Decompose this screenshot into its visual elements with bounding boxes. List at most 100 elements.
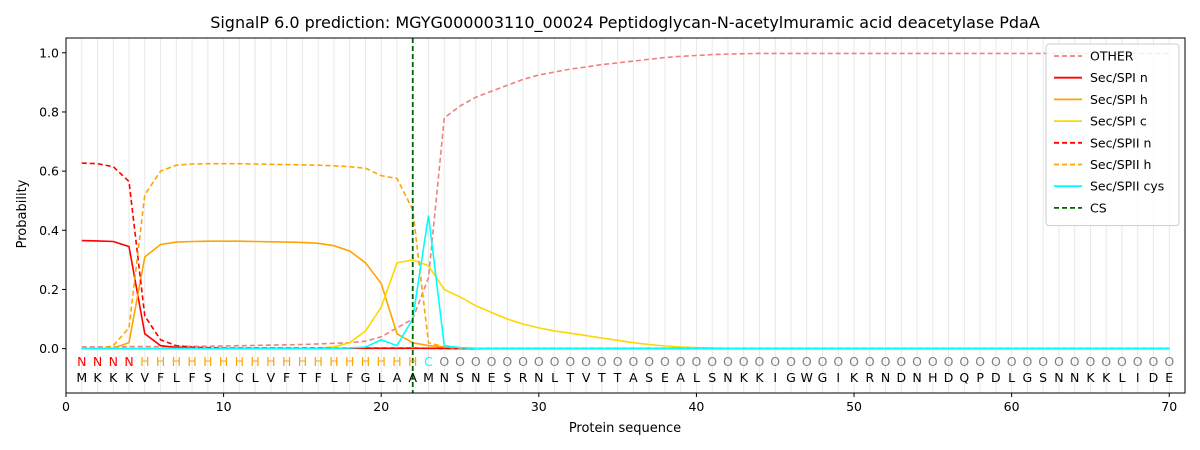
residue-label: K <box>740 370 749 385</box>
residue-label: A <box>408 370 417 385</box>
region-label: H <box>345 354 354 369</box>
residue-label: C <box>235 370 244 385</box>
y-tick-label: 0.2 <box>39 282 59 297</box>
chart-title: SignalP 6.0 prediction: MGYG000003110_00… <box>210 13 1040 33</box>
region-label: H <box>377 354 386 369</box>
residue-label: D <box>944 370 954 385</box>
x-tick-label: 40 <box>688 399 704 414</box>
y-axis: 0.0 0.2 0.4 0.6 0.8 1.0 <box>39 45 66 356</box>
legend-label: Sec/SPII h <box>1090 157 1151 172</box>
residue-label: F <box>157 370 164 385</box>
legend: OTHER Sec/SPI n Sec/SPI h Sec/SPI c Sec/SPII… <box>1045 43 1180 227</box>
residue-label: N <box>723 370 732 385</box>
x-tick-label: 10 <box>216 399 232 414</box>
region-label: O <box>1070 354 1080 369</box>
y-tick-label: 0.8 <box>39 104 59 119</box>
sequence-layer: NMNKNKNKHVHFHLHFHSHIHCHLHVHFHTHFHLHFHGHL… <box>76 354 1174 385</box>
y-axis-label: Probability <box>15 179 30 248</box>
residue-label: N <box>1054 370 1063 385</box>
region-label: O <box>518 354 528 369</box>
residue-label: L <box>252 370 259 385</box>
region-label: N <box>109 354 118 369</box>
region-label: O <box>1164 354 1174 369</box>
residue-label: I <box>773 370 777 385</box>
residue-label: L <box>551 370 558 385</box>
region-label: H <box>156 354 165 369</box>
residue-label: N <box>881 370 890 385</box>
region-label: O <box>865 354 875 369</box>
residue-label: V <box>582 370 591 385</box>
residue-label: M <box>76 370 87 385</box>
x-tick-label: 20 <box>373 399 389 414</box>
residue-label: L <box>330 370 337 385</box>
residue-label: L <box>1118 370 1125 385</box>
residue-label: S <box>1039 370 1047 385</box>
residue-label: L <box>693 370 700 385</box>
series-line-other <box>81 52 1170 348</box>
residue-label: H <box>928 370 937 385</box>
grid-layer <box>81 38 1170 393</box>
region-label: C <box>424 354 433 369</box>
residue-label: F <box>283 370 290 385</box>
region-label: H <box>203 354 212 369</box>
residue-label: K <box>850 370 859 385</box>
region-label: O <box>881 354 891 369</box>
region-label: O <box>455 354 465 369</box>
residue-label: G <box>1023 370 1033 385</box>
region-label: N <box>124 354 133 369</box>
residue-label: G <box>361 370 371 385</box>
region-label: H <box>266 354 275 369</box>
region-label: O <box>849 354 859 369</box>
residue-label: S <box>204 370 212 385</box>
region-label: O <box>1038 354 1048 369</box>
region-label: O <box>534 354 544 369</box>
residue-label: D <box>991 370 1001 385</box>
region-label: O <box>739 354 749 369</box>
residue-label: P <box>976 370 984 385</box>
region-label: H <box>361 354 370 369</box>
region-label: H <box>313 354 322 369</box>
residue-label: K <box>1102 370 1111 385</box>
region-label: O <box>1117 354 1127 369</box>
residue-label: L <box>1008 370 1015 385</box>
region-label: O <box>944 354 954 369</box>
residue-label: E <box>661 370 669 385</box>
residue-label: S <box>708 370 716 385</box>
residue-label: V <box>267 370 276 385</box>
residue-label: R <box>519 370 528 385</box>
residue-label: L <box>173 370 180 385</box>
series-line-sec-spii-cys <box>81 215 1170 350</box>
legend-label: OTHER <box>1090 49 1134 64</box>
residue-label: L <box>378 370 385 385</box>
residue-label: K <box>755 370 764 385</box>
region-label: O <box>770 354 780 369</box>
residue-label: F <box>188 370 195 385</box>
residue-label: N <box>471 370 480 385</box>
region-label: O <box>550 354 560 369</box>
y-tick-label: 1.0 <box>39 45 59 60</box>
region-label: O <box>912 354 922 369</box>
region-label: O <box>1086 354 1096 369</box>
x-tick-label: 50 <box>846 399 862 414</box>
x-axis: 0 10 20 30 40 50 60 70 <box>62 393 1177 414</box>
residue-label: T <box>298 370 307 385</box>
residue-label: N <box>534 370 543 385</box>
x-tick-label: 60 <box>1004 399 1020 414</box>
region-label: H <box>298 354 307 369</box>
region-label: O <box>818 354 828 369</box>
region-label: O <box>1022 354 1032 369</box>
region-label: O <box>1133 354 1143 369</box>
region-label: H <box>187 354 196 369</box>
region-label: O <box>1007 354 1017 369</box>
legend-label: Sec/SPI c <box>1090 114 1147 129</box>
region-label: H <box>408 354 417 369</box>
x-tick-label: 30 <box>531 399 547 414</box>
y-tick-label: 0.4 <box>39 223 59 238</box>
region-label: N <box>93 354 102 369</box>
region-label: H <box>172 354 181 369</box>
residue-label: D <box>896 370 906 385</box>
region-label: O <box>471 354 481 369</box>
series-layer <box>81 52 1170 350</box>
region-label: H <box>235 354 244 369</box>
